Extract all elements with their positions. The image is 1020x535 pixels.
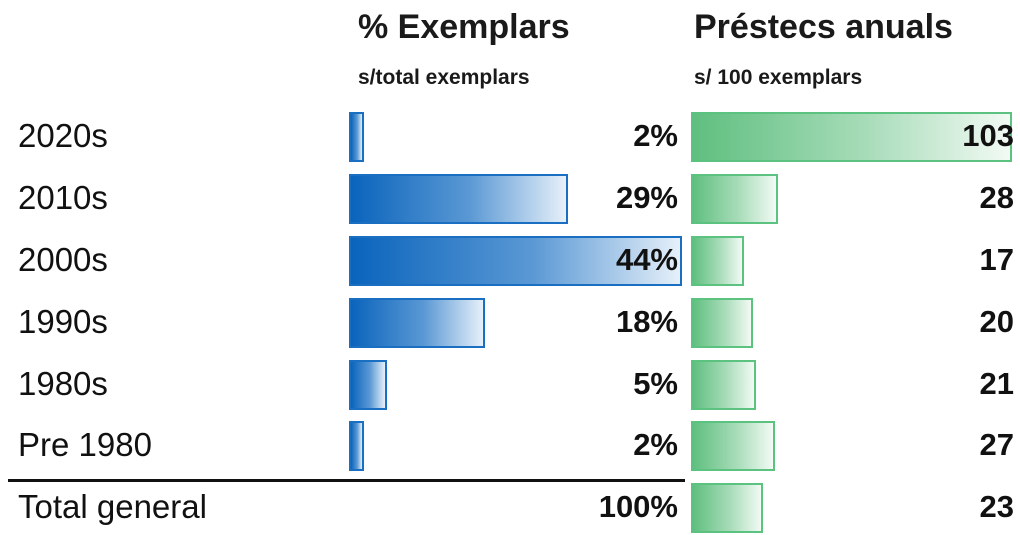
exemplars-value-1980s: 5%	[633, 366, 678, 401]
prestecs-bar-2020s	[691, 112, 1012, 162]
exemplars-bar-1990s	[349, 298, 486, 348]
exemplars-value-2020s: 2%	[633, 118, 678, 153]
prestecs-value-2000s: 17	[979, 242, 1014, 277]
exemplars-value-2010s: 29%	[615, 180, 678, 215]
col2-subtitle: s/ 100 exemplars	[694, 66, 863, 89]
prestecs-bar-total-general	[691, 483, 763, 533]
col1-subtitle: s/total exemplars	[358, 66, 530, 89]
row-label-2000s: 2000s	[18, 241, 108, 278]
row-label-2010s: 2010s	[18, 179, 108, 216]
col1-title: % Exemplars	[358, 8, 570, 46]
row-label-pre-1980: Pre 1980	[18, 426, 152, 463]
prestecs-value-2020s: 103	[962, 118, 1014, 153]
exemplars-value-total-general: 100%	[598, 489, 678, 524]
prestecs-value-1980s: 21	[979, 366, 1014, 401]
exemplars-value-1990s: 18%	[615, 304, 678, 339]
prestecs-bar-2010s	[691, 174, 779, 224]
row-label-1990s: 1990s	[18, 303, 108, 340]
prestecs-value-1990s: 20	[979, 304, 1014, 339]
exemplars-bar-2020s	[349, 112, 365, 162]
exemplars-value-2000s: 44%	[615, 242, 678, 277]
prestecs-bar-1980s	[691, 360, 757, 410]
row-label-total-general: Total general	[18, 488, 207, 525]
prestecs-value-2010s: 28	[979, 180, 1014, 215]
prestecs-bar-pre-1980	[691, 421, 776, 471]
prestecs-bar-1990s	[691, 298, 754, 348]
total-divider	[8, 479, 685, 482]
exemplars-bar-2000s	[349, 236, 682, 286]
exemplars-bar-2010s	[349, 174, 569, 224]
row-label-2020s: 2020s	[18, 117, 108, 154]
prestecs-value-pre-1980: 27	[979, 427, 1014, 462]
exemplars-bar-pre-1980	[349, 421, 365, 471]
prestecs-bar-2000s	[691, 236, 744, 286]
prestecs-value-total-general: 23	[979, 489, 1014, 524]
row-label-1980s: 1980s	[18, 365, 108, 402]
exemplars-value-pre-1980: 2%	[633, 427, 678, 462]
col2-title: Préstecs anuals	[694, 8, 953, 46]
exemplars-bar-1980s	[349, 360, 387, 410]
